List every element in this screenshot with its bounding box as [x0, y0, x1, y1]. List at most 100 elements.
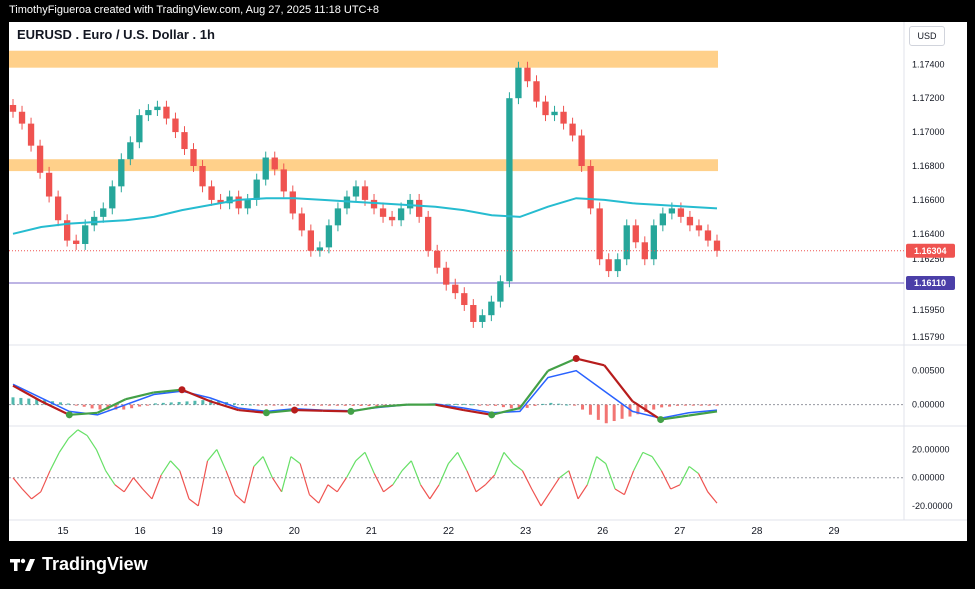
candle-body: [415, 199, 423, 217]
price-tick-label: 1.16600: [912, 195, 945, 205]
candle-body: [54, 196, 62, 221]
macd-histogram-bar: [620, 404, 624, 419]
oscillator-segment: [540, 491, 551, 507]
macd-histogram-bar: [74, 404, 78, 406]
macd-histogram-bar: [130, 404, 134, 409]
macd-signal-segment: [575, 357, 605, 367]
candle-body: [118, 159, 125, 187]
oscillator-segment: [281, 456, 292, 492]
oscillator-segment: [40, 470, 51, 493]
candle-body: [587, 166, 594, 209]
oscillator-segment: [58, 437, 70, 453]
time-tick-label: 27: [674, 526, 686, 537]
resistance-zone: [9, 50, 718, 68]
macd-histogram-bar: [217, 400, 221, 405]
oscillator-segment: [410, 460, 422, 485]
time-tick-label: 26: [597, 526, 609, 537]
candle-body: [127, 142, 134, 160]
macd-histogram-bar: [652, 404, 656, 410]
oscillator-segment: [596, 456, 607, 465]
macd-signal-segment: [266, 408, 295, 414]
macd-cross-dot: [65, 411, 73, 419]
candle-body: [45, 172, 53, 197]
macd-histogram-bar: [169, 402, 173, 405]
oscillator-segment: [299, 463, 310, 495]
oscillator-segment: [290, 456, 301, 465]
candle-body: [82, 225, 89, 244]
candle-body: [686, 216, 694, 226]
macd-histogram-bar: [114, 404, 118, 410]
oscillator-segment: [364, 452, 375, 474]
candle-body: [253, 179, 260, 200]
macd-histogram-bar: [644, 404, 648, 412]
macd-histogram-bar: [675, 404, 679, 406]
macd-histogram-bar: [501, 404, 505, 408]
macd-histogram-bar: [27, 398, 31, 405]
candle-body: [479, 315, 486, 322]
chart-canvas[interactable]: 1.17400 1.17200 1.17000 1.16800 1.16600 1.164…: [9, 22, 967, 541]
candle-body: [208, 186, 215, 200]
candle-body: [289, 191, 296, 214]
price-tick-label: 1.17200: [912, 93, 945, 103]
candle-body: [488, 301, 495, 316]
macd-histogram-bar: [668, 404, 672, 407]
macd-histogram-bar: [557, 403, 561, 405]
candle-body: [18, 111, 26, 124]
macd-histogram-bar: [478, 404, 482, 406]
candle-body: [578, 135, 585, 167]
macd-signal-segment: [238, 408, 267, 414]
chart-credit: TimothyFigueroa created with TradingView…: [9, 4, 380, 16]
macd-histogram-bar: [288, 404, 292, 406]
oscillator-segment: [568, 470, 579, 500]
macd-histogram-bar: [683, 404, 687, 406]
candle-body: [316, 247, 324, 251]
oscillator-segment: [679, 466, 690, 486]
currency-badge[interactable]: USD: [909, 26, 945, 46]
oscillator-segment: [142, 488, 153, 500]
macd-signal-segment: [322, 409, 351, 413]
macd-histogram-bar: [628, 404, 632, 417]
price-tick-label: 1.15950: [912, 305, 945, 315]
macd-histogram-bar: [312, 404, 316, 406]
time-tick-label: 15: [57, 526, 69, 537]
candle-body: [370, 199, 378, 209]
time-tick-label: 19: [212, 526, 224, 537]
macd-signal-segment: [519, 370, 549, 409]
candle-body: [704, 230, 712, 241]
oscillator-segment: [21, 488, 32, 500]
oscillator-segment: [179, 470, 190, 500]
oscillator-tick-label: 20.00000: [912, 445, 950, 455]
candle-body: [244, 199, 251, 209]
macd-cross-dot: [572, 355, 580, 363]
candle-body: [569, 123, 576, 136]
macd-histogram-bar: [264, 404, 268, 406]
last-price-badge: [906, 243, 955, 258]
candle-body: [668, 208, 676, 214]
macd-signal-segment: [435, 403, 464, 412]
macd-histogram-bar: [691, 404, 695, 406]
candle-body: [560, 111, 567, 124]
macd-histogram-bar: [446, 403, 450, 405]
candle-body: [397, 208, 405, 221]
oscillator-segment: [243, 466, 255, 504]
candle-body: [361, 186, 369, 200]
macd-signal-segment: [153, 388, 183, 394]
macd-histogram-bar: [549, 402, 553, 405]
macd-signal-segment: [40, 400, 70, 416]
oscillator-segment: [559, 470, 570, 479]
oscillator-segment: [531, 488, 542, 507]
chart-frame: 1.17400 1.17200 1.17000 1.16800 1.16600 1.164…: [9, 22, 967, 541]
macd-histogram-bar: [58, 402, 62, 405]
candle-body: [352, 186, 360, 197]
candle-body: [136, 115, 143, 143]
macd-signal-segment: [631, 400, 662, 421]
oscillator-segment: [151, 474, 162, 500]
candle-body: [461, 293, 468, 306]
candle-body: [632, 225, 639, 243]
oscillator-segment: [614, 488, 625, 496]
macd-histogram-bar: [533, 404, 537, 406]
macd-histogram-bar: [19, 397, 23, 405]
tradingview-logo-icon: [10, 557, 36, 573]
candle-body: [641, 242, 648, 260]
candle-body: [614, 259, 621, 272]
